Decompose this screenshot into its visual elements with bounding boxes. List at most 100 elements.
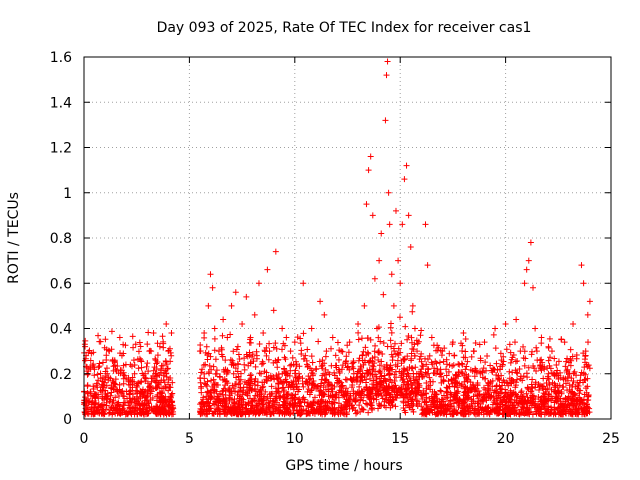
data-point <box>438 373 445 380</box>
data-point <box>538 356 545 363</box>
data-point <box>424 405 431 412</box>
data-point <box>464 358 471 365</box>
data-point <box>339 362 346 369</box>
data-point <box>92 399 99 406</box>
data-point <box>211 335 218 342</box>
data-point <box>492 325 499 332</box>
data-point <box>205 302 212 309</box>
data-point <box>447 398 454 405</box>
data-point <box>418 327 425 334</box>
axis-ticks <box>83 56 612 420</box>
data-point <box>204 356 211 363</box>
data-point <box>232 388 239 395</box>
data-point <box>153 384 160 391</box>
x-tick-labels: 0 5 10 15 20 25 <box>80 431 620 447</box>
data-point <box>364 367 371 374</box>
data-point <box>109 358 116 365</box>
data-point <box>355 336 362 343</box>
data-point <box>577 372 584 379</box>
data-point <box>103 365 110 372</box>
data-point <box>410 408 417 415</box>
data-point <box>107 409 114 416</box>
data-point <box>503 346 510 353</box>
data-point <box>237 370 244 377</box>
data-point <box>316 358 323 365</box>
data-point <box>370 366 377 373</box>
data-point <box>462 398 469 405</box>
data-point <box>103 352 110 359</box>
data-point <box>538 411 545 418</box>
data-point <box>153 360 160 367</box>
data-point <box>378 379 385 386</box>
data-point <box>548 386 555 393</box>
data-point <box>459 408 466 415</box>
data-point <box>394 363 401 370</box>
data-point <box>545 396 552 403</box>
data-point <box>104 370 111 377</box>
data-point <box>551 380 558 387</box>
data-point <box>321 376 328 383</box>
data-point <box>91 391 98 398</box>
data-point <box>318 409 325 416</box>
data-point <box>308 325 315 332</box>
data-point <box>464 376 471 383</box>
data-point <box>418 366 425 373</box>
data-point <box>200 394 207 401</box>
data-point <box>168 392 175 399</box>
data-point <box>475 398 482 405</box>
data-point <box>140 411 147 418</box>
data-point <box>440 358 447 365</box>
data-point <box>294 375 301 382</box>
data-point <box>211 347 218 354</box>
data-point <box>440 410 447 417</box>
data-point <box>88 350 95 357</box>
data-point <box>380 291 387 298</box>
data-point <box>142 370 149 377</box>
data-point <box>258 370 265 377</box>
data-point <box>254 382 261 389</box>
data-point <box>477 370 484 377</box>
data-point <box>403 382 410 389</box>
data-point <box>398 360 405 367</box>
data-point <box>133 397 140 404</box>
data-point <box>256 341 263 348</box>
data-point <box>259 407 266 414</box>
data-point <box>429 388 436 395</box>
data-point <box>245 362 252 369</box>
data-point <box>392 207 399 214</box>
data-point <box>258 396 265 403</box>
data-point <box>459 370 466 377</box>
data-point <box>315 338 322 345</box>
data-point <box>415 338 422 345</box>
data-point <box>406 375 413 382</box>
data-point <box>362 344 369 351</box>
data-point <box>499 363 506 370</box>
data-point <box>206 362 213 369</box>
data-point <box>416 400 423 407</box>
data-point <box>571 368 578 375</box>
data-point <box>574 379 581 386</box>
data-point <box>246 410 253 417</box>
data-point <box>336 389 343 396</box>
data-point <box>233 346 240 353</box>
data-point <box>154 372 161 379</box>
data-point <box>359 406 366 413</box>
data-point <box>375 400 382 407</box>
data-point <box>297 340 304 347</box>
data-point <box>284 391 291 398</box>
data-point <box>468 353 475 360</box>
data-point <box>567 390 574 397</box>
data-point <box>521 280 528 287</box>
data-point <box>522 407 529 414</box>
data-point <box>251 378 258 385</box>
data-point <box>510 351 517 358</box>
data-point <box>236 376 243 383</box>
data-point <box>434 397 441 404</box>
data-point <box>145 410 152 417</box>
data-point <box>322 403 329 410</box>
data-point <box>158 393 165 400</box>
data-point <box>513 407 520 414</box>
data-point <box>476 341 483 348</box>
data-point <box>203 343 210 350</box>
data-point <box>352 398 359 405</box>
